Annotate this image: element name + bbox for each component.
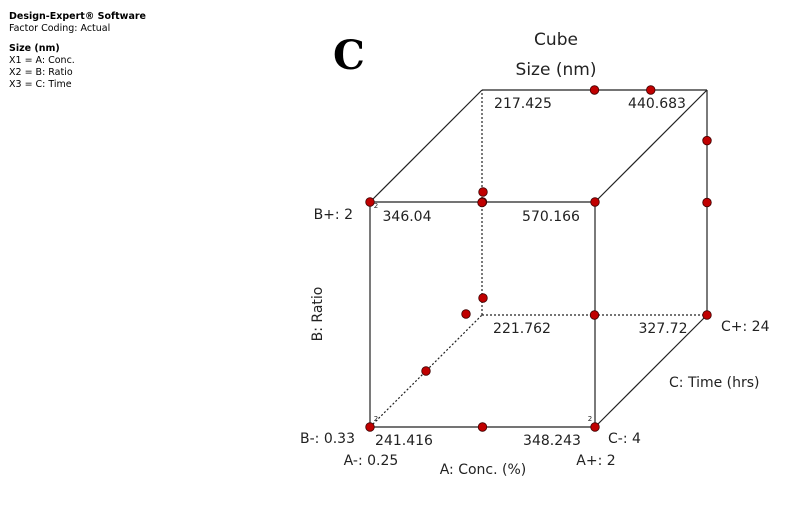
axis-a-high: A+: 2 — [576, 453, 615, 469]
design-point — [365, 197, 375, 207]
cube-edges — [369, 89, 708, 428]
axis-b-high: B+: 2 — [314, 207, 353, 223]
cube-edge — [594, 314, 708, 428]
design-point — [477, 422, 488, 432]
corner-value: 346.04 — [383, 209, 432, 225]
corner-value: 570.166 — [522, 209, 580, 225]
design-expert-info: Design-Expert® Software Factor Coding: A… — [9, 11, 146, 91]
axis-a-label: A: Conc. (%) — [440, 462, 527, 478]
corner-value: 440.683 — [628, 96, 686, 112]
design-point — [702, 310, 712, 320]
axis-c-high: C+: 24 — [721, 319, 770, 335]
design-points — [365, 85, 712, 432]
corner-value: 221.762 — [493, 321, 551, 337]
corner-value: 217.425 — [494, 96, 552, 112]
design-point — [702, 135, 712, 146]
axis-c-label: C: Time (hrs) — [669, 375, 760, 391]
replicate-count: 2 — [374, 415, 378, 423]
design-point — [365, 422, 375, 432]
design-point — [590, 197, 600, 207]
design-point — [477, 197, 487, 208]
axis-c-low: C-: 4 — [608, 431, 641, 447]
replicate-count: 2 — [374, 202, 378, 210]
axis-b-label: B: Ratio — [310, 287, 326, 342]
corner-value: 241.416 — [375, 433, 433, 449]
factor-x1: X1 = A: Conc. — [9, 55, 75, 66]
response-name: Size (nm) — [9, 43, 60, 54]
factor-x2: X2 = B: Ratio — [9, 67, 73, 78]
cube-edge — [369, 89, 483, 203]
axis-b-low: B-: 0.33 — [300, 431, 355, 447]
chart-title: Cube — [534, 30, 578, 50]
cube-labels: Cube Size (nm) 241.416 348.243 346.04 570.166… — [300, 30, 770, 478]
corner-value: 348.243 — [523, 433, 581, 449]
axis-a-low: A-: 0.25 — [344, 453, 399, 469]
corner-value: 327.72 — [639, 321, 688, 337]
chart-subtitle: Size (nm) — [516, 60, 597, 80]
design-point — [702, 197, 712, 208]
factor-x3: X3 = C: Time — [9, 79, 72, 90]
design-point — [590, 422, 600, 432]
replicate-markers: 2222 — [374, 87, 596, 423]
panel-letter: C — [333, 32, 365, 79]
design-point — [478, 293, 488, 303]
design-point — [589, 310, 600, 320]
design-point — [646, 85, 656, 95]
design-point — [421, 366, 431, 376]
factor-coding: Factor Coding: Actual — [9, 23, 111, 34]
cube-edge — [594, 89, 708, 203]
design-point — [478, 187, 488, 197]
design-point — [461, 309, 471, 319]
replicate-count: 2 — [588, 415, 592, 423]
design-point — [589, 85, 600, 95]
software-title: Design-Expert® Software — [9, 11, 146, 22]
